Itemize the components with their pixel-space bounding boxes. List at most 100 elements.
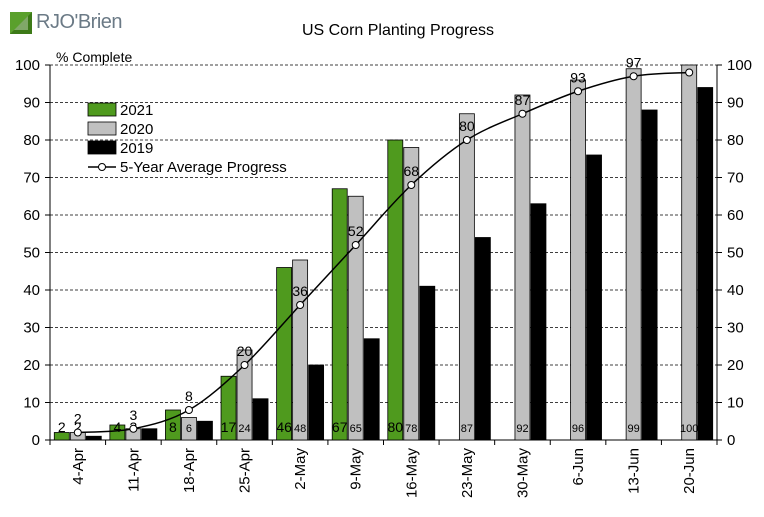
bar-2020: [236, 349, 253, 441]
bar-2021: [220, 375, 237, 441]
data-label-2020: 87: [461, 423, 473, 435]
avg-point: [407, 181, 416, 189]
y-tick-label-left: 60: [23, 207, 40, 224]
bar-2021: [276, 267, 293, 441]
x-tick-label: 18-Apr: [181, 448, 198, 493]
x-tick-label: 23-May: [459, 448, 476, 499]
bar-2020: [403, 147, 420, 441]
bar-2020: [681, 64, 698, 441]
y-tick-label-right: 0: [727, 432, 735, 449]
y-tick-label-left: 50: [23, 245, 40, 262]
x-tick-label: 4-Apr: [70, 448, 87, 485]
avg-point: [73, 428, 82, 437]
data-label-avg: 8: [185, 388, 193, 404]
bar-2021: [387, 139, 404, 441]
legend-label-2019: 2019: [120, 140, 153, 157]
legend-label-2021: 2021: [120, 102, 153, 119]
data-label-2020: 6: [186, 423, 192, 435]
bar-2019: [252, 398, 269, 441]
bar-2019: [641, 109, 658, 441]
data-label-2020: 65: [350, 423, 362, 435]
avg-point: [629, 72, 638, 81]
data-label-2021: 17: [221, 419, 237, 435]
y-tick-label-right: 60: [727, 207, 744, 224]
y-tick-label-right: 40: [727, 282, 744, 299]
data-label-avg: 3: [129, 407, 137, 423]
y-tick-label-right: 80: [727, 132, 744, 149]
y-tick-label-right: 90: [727, 95, 744, 112]
data-label-avg: 36: [292, 283, 308, 299]
y-tick-label-right: 20: [727, 357, 744, 374]
legend-label-2020: 2020: [120, 121, 153, 138]
data-label-2020: 99: [628, 423, 640, 435]
y-tick-label-left: 80: [23, 132, 40, 149]
bar-2021: [331, 188, 348, 441]
y-tick-label-right: 70: [727, 170, 744, 187]
data-label-avg: 97: [626, 54, 642, 70]
y-tick-label-left: 100: [15, 57, 40, 74]
avg-point: [184, 406, 193, 414]
bar-2020: [514, 94, 531, 441]
y-tick-label-right: 30: [727, 320, 744, 337]
data-label-2021: 8: [169, 419, 177, 435]
x-tick-label: 25-Apr: [237, 448, 254, 493]
data-label-2020: 96: [572, 423, 584, 435]
avg-point: [129, 424, 138, 433]
bar-2019: [697, 87, 714, 441]
data-label-2020: 24: [238, 423, 250, 435]
y-tick-label-left: 20: [23, 357, 40, 374]
legend-label-avg: 5-Year Average Progress: [120, 159, 287, 176]
bar-2019: [474, 237, 491, 441]
avg-point: [351, 241, 360, 249]
x-tick-label: 2-May: [292, 448, 309, 490]
y-tick-label-left: 40: [23, 282, 40, 299]
legend-swatch-2021: [87, 102, 117, 117]
bar-2019: [197, 420, 213, 441]
data-label-avg: 20: [237, 343, 253, 359]
y-tick-label-right: 50: [727, 245, 744, 262]
y-tick-label-left: 30: [23, 320, 40, 337]
bar-2021: [53, 432, 70, 441]
bar-2019: [586, 154, 602, 441]
avg-point: [296, 301, 305, 309]
y-axis-label: % Complete: [56, 49, 132, 65]
data-label-avg: 2: [74, 411, 82, 427]
x-tick-label: 20-Jun: [681, 448, 698, 494]
avg-point: [574, 87, 583, 96]
data-label-avg: 80: [459, 118, 475, 134]
avg-point: [685, 68, 694, 77]
data-label-2020: 48: [294, 423, 306, 435]
data-label-2021: 67: [332, 419, 348, 435]
avg-point: [240, 361, 249, 369]
legend-swatch-2019: [87, 140, 117, 155]
data-label-avg: 93: [570, 69, 586, 85]
x-tick-label: 11-Apr: [125, 448, 142, 492]
x-tick-label: 30-May: [514, 448, 531, 499]
data-label-2021: 80: [388, 419, 404, 435]
y-tick-label-left: 90: [23, 95, 40, 112]
bar-2020: [181, 417, 197, 441]
logo-text: RJO'Brien: [36, 11, 123, 33]
legend-swatch-2020: [87, 121, 117, 136]
bar-2020: [458, 113, 475, 441]
x-tick-label: 13-Jun: [626, 448, 643, 494]
y-tick-label-left: 70: [23, 170, 40, 187]
rjo-brien-logo: RJO'Brien: [10, 10, 123, 40]
data-label-avg: 52: [348, 223, 364, 239]
y-tick-label-right: 100: [727, 57, 752, 74]
rjo-logo-mark-icon: [10, 12, 32, 34]
data-label-2020: 100: [680, 423, 698, 435]
bar-2019: [85, 435, 102, 441]
bar-2019: [363, 338, 380, 441]
bar-2021: [109, 424, 126, 441]
bar-2020: [625, 68, 642, 441]
avg-point: [462, 136, 471, 144]
data-label-2021: 4: [113, 419, 121, 435]
data-label-avg: 68: [404, 163, 420, 179]
legend-marker-avg: [98, 163, 106, 171]
x-tick-label: 16-May: [403, 448, 420, 499]
y-tick-label-left: 0: [32, 432, 40, 449]
bar-2019: [419, 285, 436, 441]
x-tick-label: 9-May: [348, 448, 365, 490]
